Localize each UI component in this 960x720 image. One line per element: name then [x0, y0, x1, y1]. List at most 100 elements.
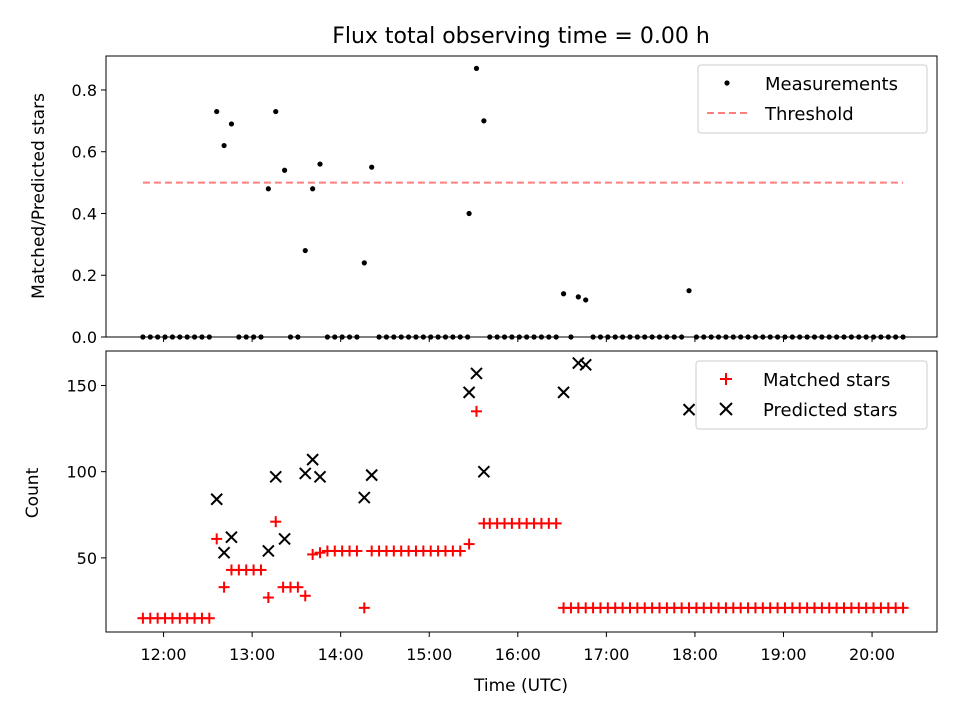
x-tick-label: 19:00 — [760, 645, 806, 664]
predicted-stars-point — [572, 356, 585, 370]
matched-stars-point — [299, 590, 311, 602]
legend-measurements-marker — [724, 80, 730, 86]
predicted-stars-point — [306, 453, 319, 466]
x-tick-label: 13:00 — [229, 645, 275, 664]
predicted-stars-point — [269, 470, 282, 484]
predicted-stars-point-stroke — [462, 386, 476, 399]
top-y-ticks: 0.0 0.2 0.4 0.6 0.8 — [72, 81, 106, 347]
y-tick-label: 0.4 — [72, 204, 97, 223]
predicted-stars-point — [579, 358, 592, 371]
matched-stars-point — [292, 581, 304, 593]
x-tick-label: 12:00 — [141, 645, 187, 664]
bottom-legend-box — [695, 360, 928, 430]
measurement-point — [583, 297, 589, 303]
measurement-point — [369, 164, 375, 170]
measurement-point — [473, 65, 480, 71]
measurement-point — [265, 186, 271, 192]
matched-stars-point — [470, 405, 482, 417]
predicted-stars-point-stroke — [210, 493, 223, 506]
predicted-stars-point — [477, 465, 491, 478]
top-plot: 0.00.20.40.60.8 Matched/Predicted stars … — [29, 55, 938, 347]
measurement-point — [273, 108, 279, 115]
predicted-stars-point — [217, 546, 231, 559]
predicted-stars-point-stroke — [269, 470, 282, 484]
predicted-stars-point-stroke — [313, 470, 327, 484]
bottom-y-axis-label: Count — [23, 467, 43, 518]
predicted-stars-point-stroke — [365, 468, 378, 482]
predicted-stars-point — [462, 386, 476, 399]
predicted-stars-point — [225, 530, 238, 544]
top-plot-frame — [105, 55, 938, 338]
predicted-stars-point-stroke — [306, 453, 319, 466]
matched-stars-point — [270, 516, 282, 528]
measurement-point — [317, 161, 323, 167]
legend-measurements-label: Measurements — [765, 74, 898, 95]
predicted-stars-point — [278, 532, 291, 546]
predicted-stars-point-stroke — [470, 367, 483, 380]
y-tick-label: 0.0 — [72, 328, 97, 347]
y-tick-label: 100 — [66, 463, 97, 482]
legend-predicted-marker — [719, 402, 733, 416]
top-legend-box — [697, 64, 928, 134]
predicted-stars-point-stroke — [278, 532, 291, 546]
predicted-stars-point-stroke — [572, 356, 585, 370]
measurement-point — [466, 210, 472, 217]
measurement-point — [560, 291, 567, 297]
predicted-stars-point-stroke — [299, 467, 312, 480]
legend-predicted-label: Predicted stars — [763, 400, 897, 421]
predicted-stars-point — [557, 386, 570, 399]
matched-stars-point — [262, 592, 274, 604]
x-tick-label: 14:00 — [318, 645, 364, 664]
figure-title: Flux total observing time = 0.00 h — [332, 24, 710, 49]
predicted-stars-point — [365, 468, 378, 482]
measurement-point — [214, 108, 220, 115]
predicted-stars-point — [262, 544, 275, 558]
predicted-stars-point — [299, 467, 312, 480]
predicted-stars-point-stroke — [477, 465, 491, 478]
measurement-point — [686, 288, 692, 294]
predicted-stars-point-stroke — [358, 491, 371, 504]
measurement-point — [281, 167, 288, 173]
matched-stars-point — [358, 602, 370, 614]
y-tick-label: 0.6 — [72, 143, 97, 162]
predicted-stars-point — [313, 470, 327, 484]
x-tick-label: 18:00 — [672, 645, 718, 664]
matched-stars-point — [897, 602, 909, 614]
predicted-stars-point-stroke — [682, 403, 696, 416]
legend-matched-marker — [720, 373, 732, 385]
x-tick-label: 15:00 — [406, 645, 452, 664]
measurement-point — [228, 121, 235, 127]
y-tick-label: 150 — [66, 376, 97, 395]
measurement-point — [481, 118, 487, 124]
matched-stars-point — [463, 538, 475, 550]
predicted-stars-point — [210, 493, 223, 506]
x-tick-label: 20:00 — [849, 645, 895, 664]
predicted-stars-point — [470, 367, 483, 380]
measurement-point — [302, 247, 308, 254]
bottom-x-ticks: 12:00 13:00 14:00 15:00 16:00 17:00 18:00 19:00… — [141, 632, 895, 664]
legend-matched-label: Matched stars — [763, 370, 890, 391]
predicted-stars-point — [682, 403, 696, 416]
predicted-stars-point — [358, 491, 371, 504]
bottom-legend: Matched stars Predicted stars — [695, 360, 928, 430]
matched-stars-point — [307, 548, 319, 560]
matched-stars-point — [211, 533, 223, 545]
predicted-stars-point-stroke — [217, 546, 231, 559]
measurement-point — [361, 260, 367, 266]
top-x-ticks — [163, 337, 873, 342]
bottom-plot: 12:00 13:00 14:00 15:00 16:00 17:00 18:00 19:00… — [23, 350, 938, 696]
predicted-stars-point-stroke — [262, 544, 275, 558]
matched-stars-point — [314, 547, 326, 559]
x-tick-label: 17:00 — [583, 645, 629, 664]
matched-stars-point — [255, 564, 267, 576]
measurement-point — [221, 142, 227, 149]
top-legend: Measurements Threshold — [697, 64, 928, 134]
bottom-plot-marks — [137, 356, 909, 624]
y-tick-label: 50 — [77, 549, 97, 568]
legend-threshold-label: Threshold — [764, 104, 854, 125]
matched-stars-point — [351, 545, 363, 557]
y-tick-label: 0.2 — [72, 266, 97, 285]
measurement-point — [310, 186, 316, 192]
x-tick-label: 16:00 — [495, 645, 541, 664]
